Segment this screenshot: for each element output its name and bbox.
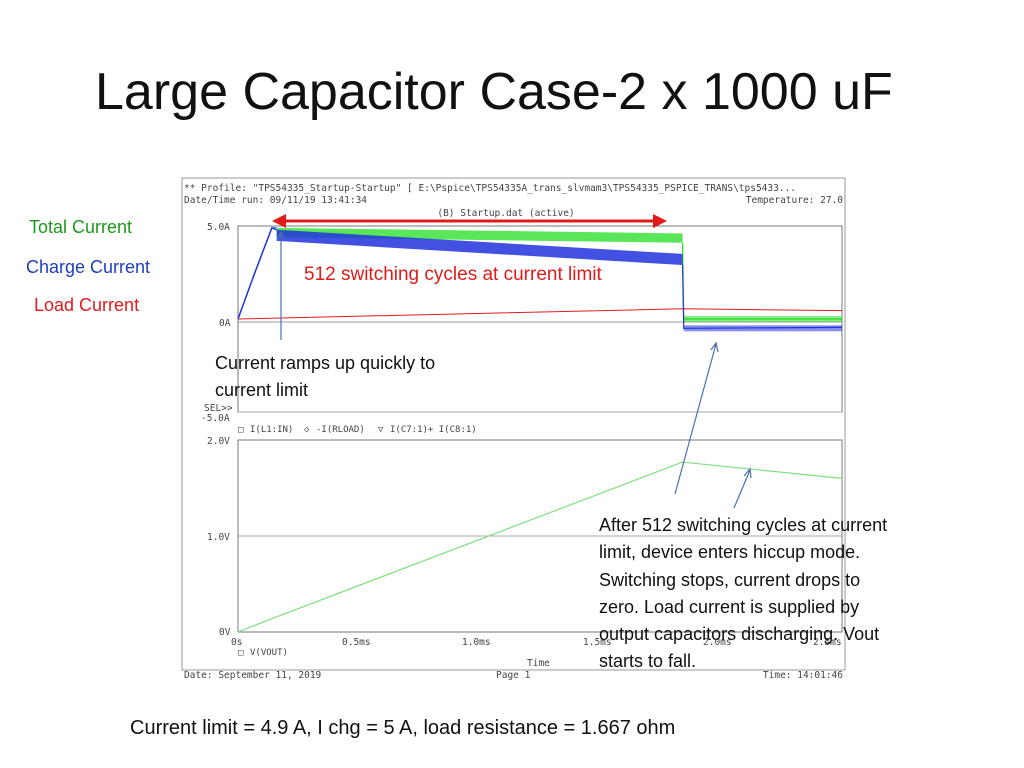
hiccup-pointer-line-voltage — [733, 469, 751, 509]
upper-ytick-label: -5.0A — [201, 413, 230, 424]
series-hiccup-band — [683, 316, 842, 322]
legend-marker-diamond: ◇ — [304, 425, 310, 435]
hiccup-pointer-head-current — [710, 341, 719, 353]
series--i-rload- — [237, 308, 843, 320]
slide-footer: Current limit = 4.9 A, I chg = 5 A, load… — [130, 717, 676, 739]
ramp-pointer-head — [276, 230, 286, 241]
hiccup-pointer-head-voltage — [743, 467, 752, 479]
lower-ytick-label: 1.0V — [207, 532, 230, 543]
sim-footer-time: Time: 14:01:46 — [763, 670, 843, 681]
legend-marker-square: □ — [238, 425, 244, 435]
legend-label-total-current: Total Current — [29, 217, 133, 237]
arrow-head-right — [653, 214, 667, 228]
hiccup-pointer-line-current — [674, 343, 717, 495]
series-ramp — [237, 226, 277, 320]
legend-entry-c7c8: I(C7:1)+ I(C8:1) — [390, 425, 477, 435]
lower-ytick-label: 2.0V — [207, 436, 230, 447]
legend-marker-triangle: ▽ — [378, 425, 384, 435]
xtick-label: 0.5ms — [342, 637, 371, 648]
series-switching-band — [276, 227, 683, 243]
upper-legend: □ I(L1:IN) ◇ -I(RLOAD) ▽ I(C7:1)+ I(C8:1… — [238, 425, 477, 435]
series-line-vout — [237, 461, 843, 633]
sim-footer-date: Date: September 11, 2019 — [184, 670, 322, 681]
annotation-ramp: Current ramps up quickly to current limi… — [215, 353, 436, 400]
lower-plot-series — [237, 461, 843, 633]
legend-marker-square: □ — [238, 648, 244, 658]
xtick-label: 1.5ms — [583, 637, 612, 648]
sel-label: SEL>> — [204, 403, 233, 414]
screenshot-frame — [181, 177, 846, 671]
series-i-c7-1-i-c8-1- — [237, 226, 843, 332]
sim-datetime-text: Date/Time run: 09/11/19 13:41:34 — [184, 195, 367, 206]
sim-profile-text: ** Profile: "TPS54335_Startup-Startup" [… — [184, 183, 796, 194]
annotation-hiccup: After 512 switching cycles at current li… — [599, 515, 888, 672]
upper-ytick-label: 0A — [219, 318, 231, 329]
series-line-load-current — [237, 308, 843, 320]
sim-footer-page: Page 1 — [496, 670, 531, 681]
upper-plot-series — [237, 226, 843, 332]
slide-title: Large Capacitor Case-2 x 1000 uF — [95, 63, 893, 121]
xtick-label: 1.0ms — [462, 637, 491, 648]
legend-label-load-current: Load Current — [34, 295, 140, 315]
series-hiccup-band — [683, 325, 842, 332]
legend-entry-vout: V(VOUT) — [250, 648, 288, 658]
arrow-head-left — [272, 214, 286, 228]
lower-legend: □ V(VOUT) — [238, 648, 288, 658]
legend-entry-rload: -I(RLOAD) — [316, 425, 365, 435]
callout-pointers — [276, 230, 752, 509]
xtick-label: 0s — [231, 637, 242, 648]
x-axis-label: Time — [527, 658, 550, 669]
switching-span-arrow — [272, 214, 667, 228]
xtick-label: 2.5ms — [813, 637, 842, 648]
xtick-label: 2.0ms — [703, 637, 732, 648]
upper-ytick-label: 5.0A — [207, 222, 230, 233]
lower-ytick-label: 0V — [219, 627, 231, 638]
legend-entry-il1: I(L1:IN) — [250, 425, 293, 435]
annotation-switching-cycles: 512 switching cycles at current limit — [304, 264, 602, 285]
legend-label-charge-current: Charge Current — [26, 257, 151, 277]
series-switching-band — [276, 229, 683, 266]
sim-dataset-text: (B) Startup.dat (active) — [437, 208, 574, 219]
sim-temperature-text: Temperature: 27.0 — [746, 195, 844, 206]
